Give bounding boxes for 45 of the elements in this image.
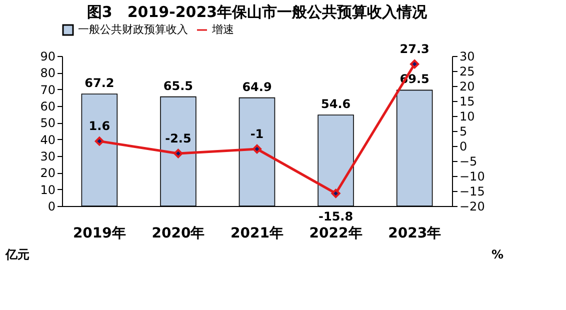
x-tick-label: 2019年: [72, 226, 126, 242]
data-label: -1: [250, 127, 264, 141]
y2-tick-label: −5: [460, 154, 478, 168]
y-tick-label: 30: [40, 150, 56, 164]
point: [252, 144, 262, 154]
y2-tick-label: 30: [460, 50, 475, 64]
y2-tick-label: 25: [460, 64, 475, 78]
point: [331, 188, 340, 198]
data-label: -15.8: [318, 209, 354, 224]
y-tick-label: 90: [40, 50, 56, 64]
legend-label: 增速: [211, 23, 234, 36]
y2-tick-label: 5: [460, 124, 468, 138]
x-tick-label: 2020年: [152, 226, 205, 242]
y2-axis-title: %: [491, 248, 504, 262]
y-tick-label: 70: [40, 82, 56, 97]
y-tick-label: 60: [40, 100, 56, 114]
x-tick-label: 2021年: [230, 226, 284, 242]
point: [410, 60, 420, 69]
x-tick-label: 2023年: [388, 226, 442, 242]
point: [174, 148, 183, 158]
y-tick-label: 20: [40, 166, 56, 180]
y2-tick-label: −10: [460, 170, 485, 184]
y2-tick-label: 10: [460, 110, 475, 124]
x-tick-label: 2022年: [309, 226, 362, 242]
y-tick-label: 0: [48, 200, 56, 214]
data-label: 67.2: [84, 76, 114, 90]
y2-tick-label: 0: [460, 140, 468, 154]
y-tick-label: 50: [40, 116, 56, 130]
point: [94, 136, 104, 146]
data-label: -2.5: [165, 132, 192, 146]
y2-tick-label: −15: [460, 184, 485, 198]
y2-tick-label: 20: [460, 80, 475, 94]
data-label: 64.9: [242, 80, 272, 94]
chart-title: 图3 2019-2023年保山市一般公共预算收入情况: [86, 3, 428, 21]
data-label: 1.6: [88, 119, 110, 134]
y-tick-label: 80: [40, 66, 56, 80]
y-tick-label: 10: [40, 182, 56, 197]
data-label: 27.3: [400, 42, 430, 56]
y2-tick-label: −20: [460, 200, 485, 214]
y-axis-title: 亿元: [4, 248, 30, 262]
y-tick-label: 40: [40, 132, 56, 147]
legend-label: 一般公共财政预算收入: [78, 23, 188, 36]
y2-tick-label: 15: [460, 94, 475, 108]
data-label: 65.5: [163, 78, 194, 93]
data-label: 54.6: [320, 97, 351, 111]
